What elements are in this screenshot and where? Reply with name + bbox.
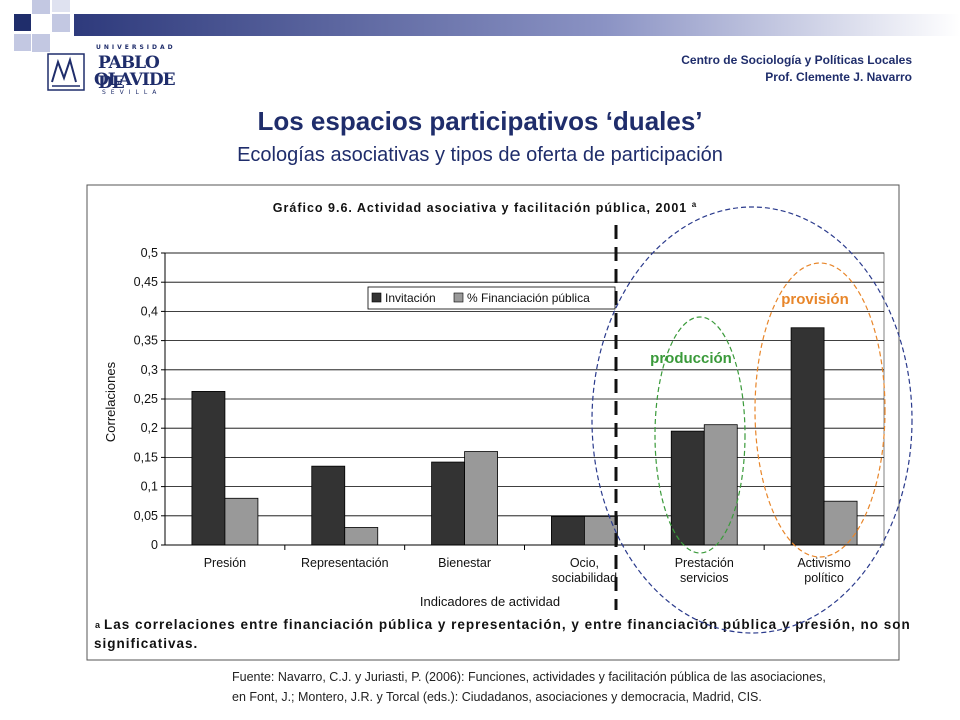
bar (431, 461, 465, 546)
logo-line1: UNIVERSIDAD (96, 44, 176, 51)
bar (584, 515, 618, 546)
x-tick-label: político (804, 571, 844, 585)
corner-square (14, 14, 31, 31)
bar (191, 391, 226, 546)
bar (311, 465, 346, 546)
corner-square (32, 0, 50, 14)
bar (703, 424, 738, 546)
chart-title-text: Gráfico 9.6. Actividad asociativa y faci… (273, 201, 687, 215)
provision-ellipse (754, 262, 886, 558)
x-axis-label: Indicadores de actividad (420, 594, 560, 609)
bar (790, 327, 825, 546)
y-tick-label: 0,2 (141, 421, 158, 435)
x-tick-label: Representación (301, 556, 389, 570)
legend-entry: Invitación (385, 291, 436, 305)
footnote-line: Las correlaciones entre financiación púb… (104, 617, 911, 632)
corner-square (52, 0, 70, 12)
logo-line2: PABLO DE (98, 53, 160, 93)
header-bar (74, 14, 960, 36)
corner-square (32, 34, 50, 52)
author-name: Prof. Clemente J. Navarro (765, 70, 912, 84)
page-title: Los espacios participativos ‘duales’ (257, 106, 703, 136)
produccion-ellipse (654, 316, 746, 554)
x-tick-label: Prestación (675, 556, 734, 570)
x-tick-label: Bienestar (438, 556, 491, 570)
y-tick-label: 0,35 (134, 334, 158, 348)
y-tick-label: 0,45 (134, 275, 158, 289)
bar (224, 497, 259, 546)
y-axis-label: Correlaciones (103, 361, 118, 442)
logo-line3: OLAVIDE (94, 70, 176, 90)
chart-title-superscript: a (692, 200, 697, 209)
chart-footnote: Las correlaciones entre financiación púb… (94, 617, 911, 651)
footnote-mark: a (95, 620, 101, 630)
source-citation: Fuente: Navarro, C.J. y Juriasti, P. (20… (232, 667, 932, 707)
y-tick-label: 0,3 (141, 363, 158, 377)
header-credits: Centro de Sociología y Políticas Locales… (681, 52, 912, 86)
logo-emblem-icon (47, 53, 85, 91)
university-logo: UNIVERSIDAD PABLO DE OLAVIDE SEVILLA (46, 44, 176, 100)
produccion-label: producción (650, 350, 732, 367)
center-name: Centro de Sociología y Políticas Locales (681, 53, 912, 67)
footnote-line: significativas. (94, 636, 198, 651)
x-tick-label: Ocio, (570, 556, 599, 570)
corner-square (52, 14, 70, 32)
y-tick-label: 0,1 (141, 480, 158, 494)
y-tick-label: 0,5 (141, 246, 158, 260)
y-tick-label: 0,25 (134, 392, 158, 406)
bar (551, 515, 585, 546)
legend-swatch (371, 292, 382, 303)
source-line2: en Font, J.; Montero, J.R. y Torcal (eds… (232, 690, 762, 704)
logo-line4: SEVILLA (102, 89, 162, 96)
y-tick-label: 0,05 (134, 509, 158, 523)
legend-swatch (453, 292, 464, 303)
x-tick-label: servicios (680, 571, 729, 585)
y-tick-label: 0,4 (141, 304, 158, 318)
source-line1: Fuente: Navarro, C.J. y Juriasti, P. (20… (232, 670, 826, 684)
corner-square (14, 34, 31, 51)
bar (823, 500, 858, 546)
y-tick-label: 0,15 (134, 450, 158, 464)
provision-label: provisión (781, 291, 849, 308)
chart-title: Gráfico 9.6. Actividad asociativa y faci… (273, 200, 697, 215)
x-tick-label: sociabilidad (552, 571, 617, 585)
x-tick-label: Activismo (797, 556, 851, 570)
bar (464, 451, 498, 546)
page-subtitle: Ecologías asociativas y tipos de oferta … (237, 144, 723, 166)
y-tick-label: 0 (151, 538, 158, 552)
legend-entry: % Financiación pública (467, 291, 590, 305)
x-tick-label: Presión (204, 556, 246, 570)
bar (344, 527, 379, 546)
dual-spaces-ellipse (591, 206, 913, 634)
bar (670, 430, 705, 546)
